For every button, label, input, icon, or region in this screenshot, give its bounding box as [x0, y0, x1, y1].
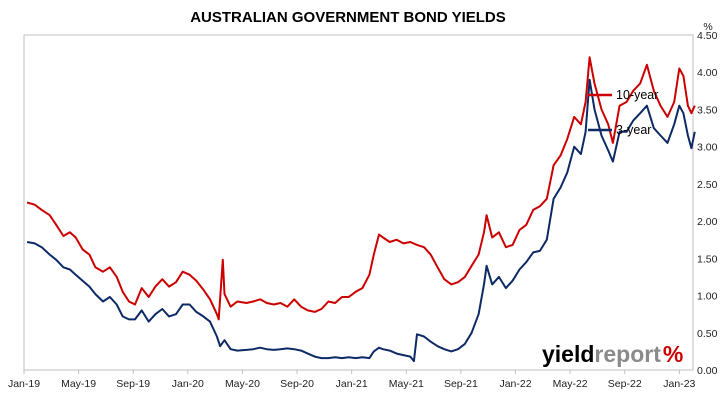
y-tick-label: 3.00: [697, 142, 718, 154]
logo-word-yield: yield: [542, 341, 594, 367]
y-tick-label: 1.00: [697, 291, 718, 303]
legend-label-3-year: 3-year: [616, 123, 651, 137]
x-tick-label: Jan-19: [8, 378, 40, 390]
x-tick-label: Jan-22: [499, 378, 531, 390]
chart-title: AUSTRALIAN GOVERNMENT BOND YIELDS: [190, 9, 506, 26]
x-tick-label: Jan-20: [172, 378, 204, 390]
x-tick-label: Sep-19: [116, 378, 150, 390]
logo-percent-mark: %: [663, 341, 683, 367]
logo-word-report: report: [594, 341, 661, 367]
logo-wordmark: yieldreport%: [542, 341, 683, 367]
y-tick-label: 2.50: [697, 179, 718, 191]
plot-area: [23, 34, 694, 371]
legend-label-10-year: 10-year: [616, 88, 658, 102]
y-tick-label: 2.00: [697, 216, 718, 228]
x-tick-label: May-22: [553, 378, 588, 390]
series-lines: [26, 56, 696, 363]
x-tick-label: Jan-21: [336, 378, 368, 390]
y-tick-label: 0.50: [697, 328, 718, 340]
x-axis: Jan-19 May-19 Sep-19 Jan-20 May-20 Sep-20 Jan-…: [8, 370, 696, 390]
x-tick-label: Sep-21: [444, 378, 478, 390]
x-tick-label: May-19: [61, 378, 96, 390]
series-line-3-year: [26, 78, 696, 363]
y-tick-label: 4.00: [697, 67, 718, 79]
legend: 10-year 3-year: [588, 88, 658, 137]
x-tick-label: Sep-20: [280, 378, 314, 390]
x-tick-label: May-21: [389, 378, 424, 390]
x-tick-label: Sep-22: [608, 378, 642, 390]
series-line-10-year: [26, 56, 696, 321]
x-tick-label: Jan-23: [663, 378, 695, 390]
x-tick-label: May-20: [225, 378, 260, 390]
y-tick-label: 3.50: [697, 104, 718, 116]
y-axis-unit: %: [703, 21, 712, 33]
y-tick-label: 1.50: [697, 253, 718, 265]
yieldreport-logo: yieldreport%: [542, 341, 683, 367]
y-axis: 0.00 0.50 1.00 1.50 2.00 2.50 3.00 3.50 4.00 4.50: [697, 30, 718, 377]
y-tick-label: 0.00: [697, 365, 718, 377]
y-tick-label: 4.50: [697, 30, 718, 42]
